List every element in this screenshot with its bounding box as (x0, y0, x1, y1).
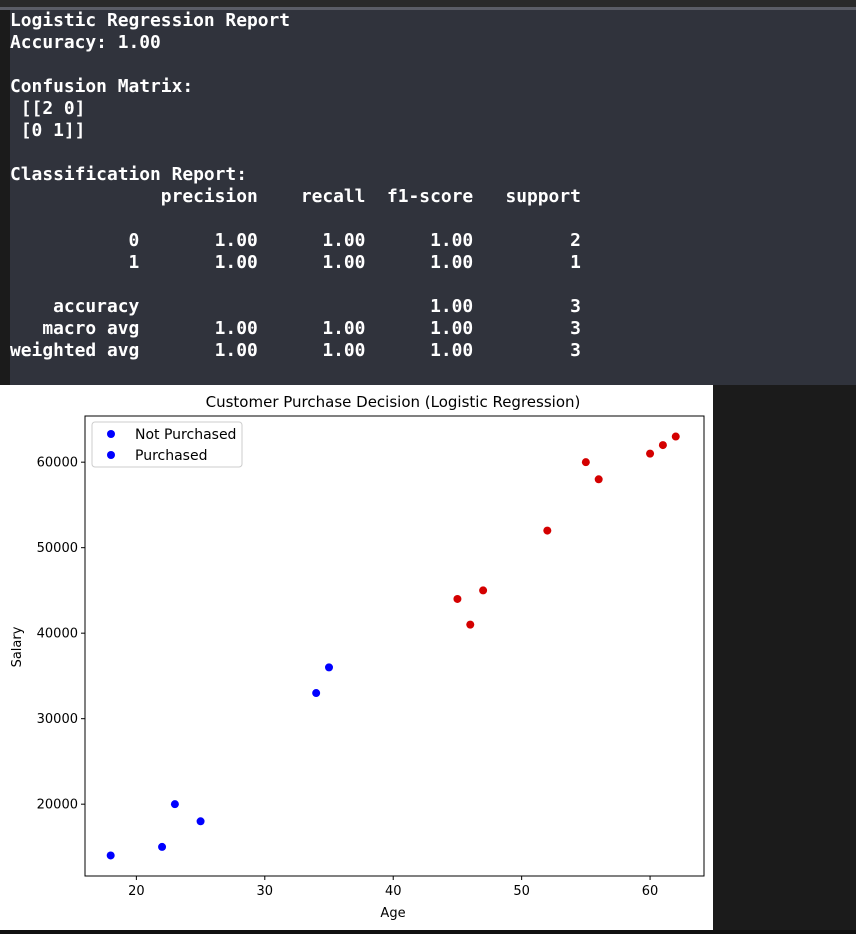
editor-gutter (0, 10, 10, 385)
terminal-output-panel (10, 10, 856, 385)
x-tick-label: 50 (513, 884, 530, 899)
y-tick-label: 60000 (37, 456, 78, 471)
terminal-line: Accuracy: 1.00 (10, 32, 161, 53)
terminal-line: accuracy 1.00 3 (10, 296, 581, 317)
data-point (671, 432, 680, 441)
data-point (479, 586, 488, 595)
data-point (325, 663, 334, 672)
data-point (170, 800, 179, 809)
y-tick-label: 30000 (37, 712, 78, 727)
plot-frame (84, 415, 705, 877)
terminal-output-text: Logistic Regression Report Accuracy: 1.0… (10, 10, 581, 362)
data-point (453, 594, 462, 603)
terminal-line: [0 1]] (10, 120, 86, 141)
x-tick-label: 40 (385, 884, 402, 899)
data-point (466, 620, 475, 629)
chart-title: Customer Purchase Decision (Logistic Reg… (206, 393, 581, 411)
data-point (646, 449, 655, 458)
terminal-line: 0 1.00 1.00 1.00 2 (10, 230, 581, 251)
data-point (658, 441, 667, 450)
data-point (312, 689, 321, 698)
data-point (158, 842, 167, 851)
terminal-line: precision recall f1-score support (10, 186, 581, 207)
x-tick-label: 30 (257, 884, 274, 899)
terminal-line: weighted avg 1.00 1.00 1.00 3 (10, 340, 581, 361)
legend-label: Purchased (135, 448, 207, 464)
legend-marker (107, 430, 115, 438)
window-top-bar (0, 0, 856, 7)
data-point (106, 851, 115, 860)
x-tick-label: 60 (642, 884, 659, 899)
terminal-line: 1 1.00 1.00 1.00 1 (10, 252, 581, 273)
terminal-line: Classification Report: (10, 164, 247, 185)
y-tick-label: 20000 (37, 798, 78, 813)
x-axis-label: Age (380, 906, 405, 921)
y-tick-label: 50000 (37, 541, 78, 556)
legend: Not Purchased Purchased (91, 421, 243, 468)
y-tick-label: 40000 (37, 627, 78, 642)
terminal-line: [[2 0] (10, 98, 86, 119)
data-point (196, 817, 205, 826)
axes-layer: 20 30 40 50 60 20000 30000 40000 50000 60000 (37, 415, 705, 899)
data-points-layer (106, 432, 680, 860)
x-tick-label: 20 (128, 884, 145, 899)
terminal-line: Confusion Matrix: (10, 76, 194, 97)
legend-box (91, 421, 243, 468)
legend-marker (107, 451, 115, 459)
legend-label: Not Purchased (135, 427, 236, 443)
scatter-plot-svg: Customer Purchase Decision (Logistic Reg… (10, 393, 705, 921)
window-top-divider (0, 7, 856, 10)
window-bottom-edge (0, 930, 856, 934)
data-point (543, 526, 552, 535)
data-point (581, 458, 590, 467)
terminal-line: Logistic Regression Report (10, 10, 291, 31)
scatter-plot-output: Customer Purchase Decision (Logistic Reg… (0, 385, 713, 930)
terminal-line: macro avg 1.00 1.00 1.00 3 (10, 318, 581, 339)
data-point (594, 475, 603, 484)
y-axis-label: Salary (10, 626, 25, 667)
